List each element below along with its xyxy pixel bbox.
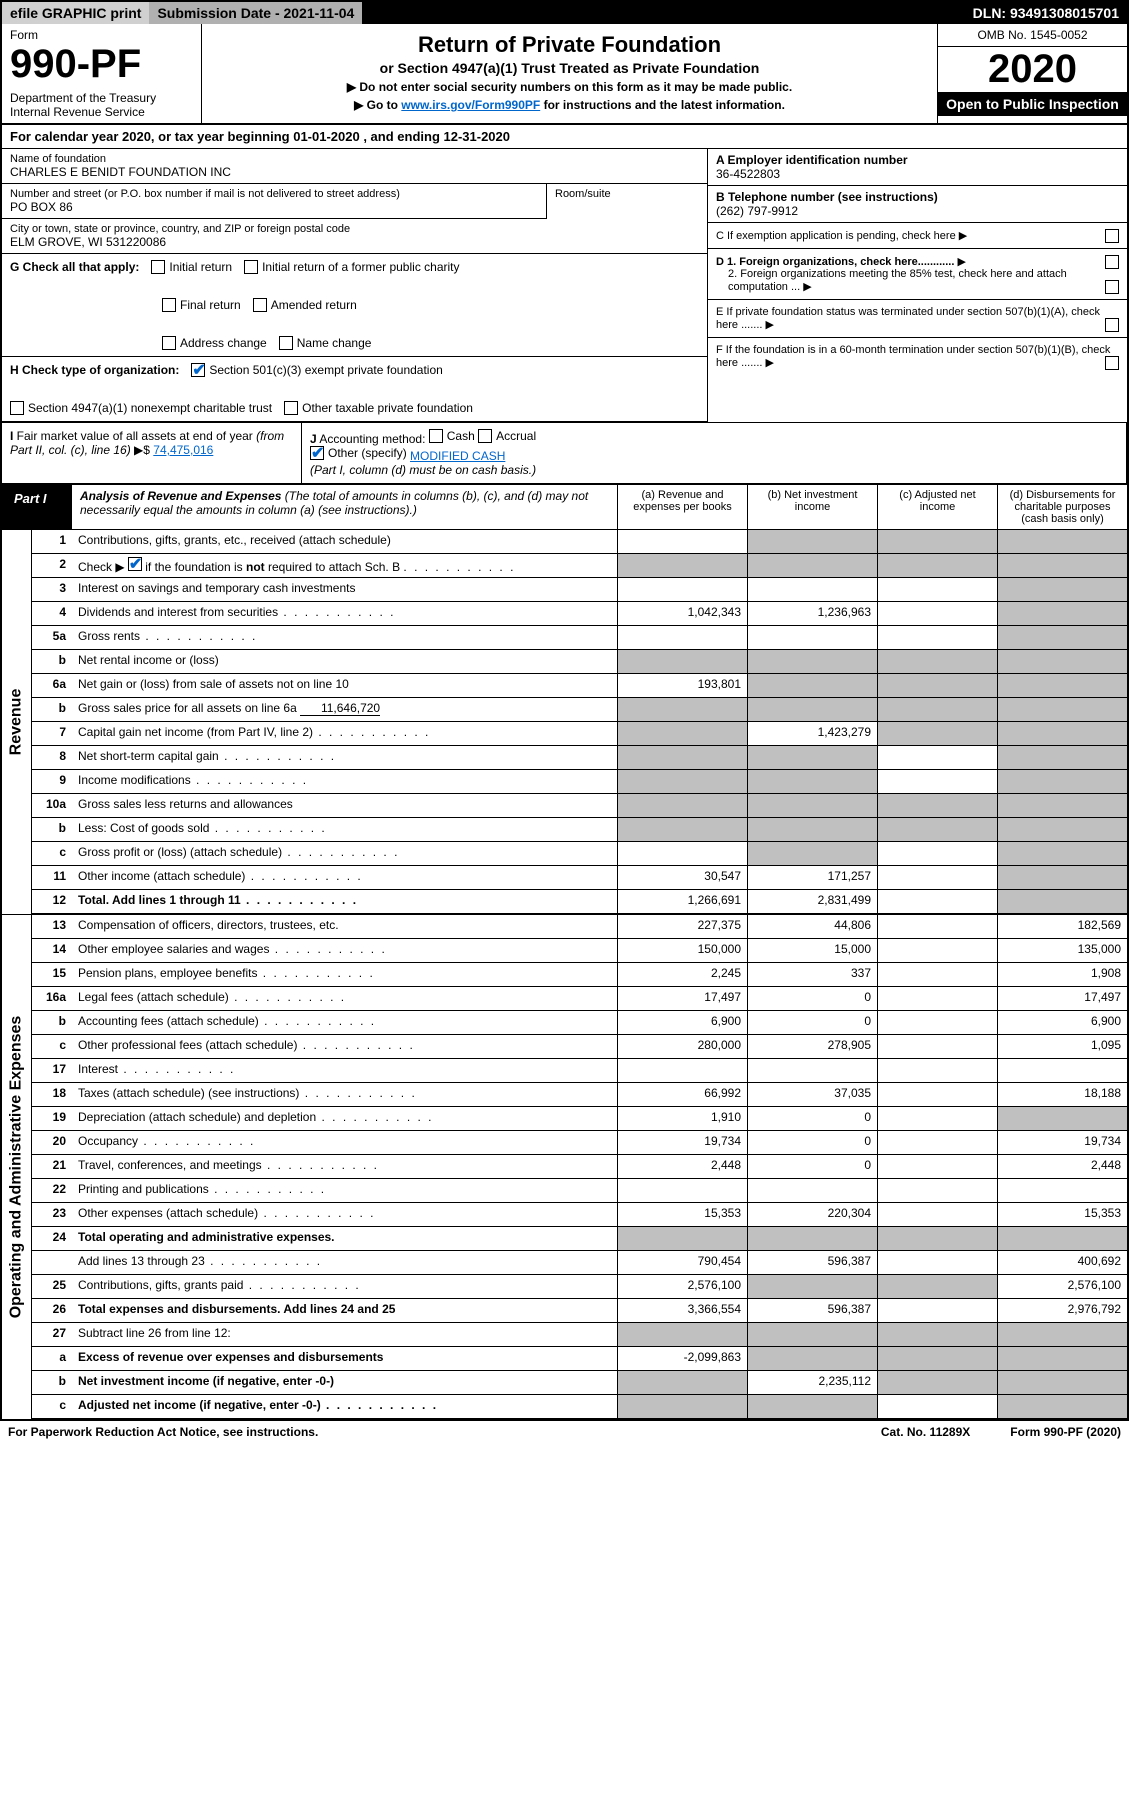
fmv-value[interactable]: 74,475,016 (153, 443, 213, 457)
name-label: Name of foundation (10, 153, 699, 165)
ein-label: A Employer identification number (716, 153, 1119, 167)
footer-right: Form 990-PF (2020) (1010, 1425, 1121, 1439)
g-label: G Check all that apply: (10, 260, 139, 274)
cb-e[interactable] (1105, 318, 1119, 332)
footer-mid: Cat. No. 11289X (881, 1425, 970, 1439)
form-container: efile GRAPHIC print Submission Date - 20… (0, 0, 1129, 1421)
cb-501c3[interactable] (191, 363, 205, 377)
dln: DLN: 93491308015701 (965, 2, 1127, 24)
cb-schb[interactable] (128, 557, 142, 571)
phone-label: B Telephone number (see instructions) (716, 190, 1119, 204)
g-section: G Check all that apply: Initial return I… (2, 254, 707, 357)
footer: For Paperwork Reduction Act Notice, see … (0, 1421, 1129, 1443)
c-label: C If exemption application is pending, c… (716, 230, 956, 242)
cb-initial[interactable] (151, 260, 165, 274)
e-label: E If private foundation status was termi… (716, 306, 1100, 331)
cb-name-change[interactable] (279, 336, 293, 350)
revenue-sidebar: Revenue (2, 530, 32, 914)
form-link[interactable]: www.irs.gov/Form990PF (401, 98, 540, 112)
cb-amended[interactable] (253, 298, 267, 312)
instr1: ▶ Do not enter social security numbers o… (210, 80, 929, 94)
submission-date: Submission Date - 2021-11-04 (149, 2, 362, 24)
f-label: F If the foundation is in a 60-month ter… (716, 344, 1110, 369)
d2-label: 2. Foreign organizations meeting the 85%… (728, 268, 1067, 293)
open-inspection: Open to Public Inspection (938, 92, 1127, 116)
cb-d1[interactable] (1105, 255, 1119, 269)
form-label: Form (10, 28, 193, 42)
address: PO BOX 86 (10, 200, 538, 214)
i-label: I (10, 429, 13, 443)
form-subtitle: or Section 4947(a)(1) Trust Treated as P… (210, 60, 929, 76)
part1-label: Part I (2, 485, 72, 529)
city-label: City or town, state or province, country… (10, 223, 699, 235)
header: Form 990-PF Department of the TreasuryIn… (2, 24, 1127, 125)
h-label: H Check type of organization: (10, 363, 179, 377)
footer-left: For Paperwork Reduction Act Notice, see … (8, 1425, 318, 1439)
cb-other-tax[interactable] (284, 401, 298, 415)
cb-cash[interactable] (429, 429, 443, 443)
expense-table: Operating and Administrative Expenses 13… (2, 914, 1127, 1419)
col-c-header: (c) Adjusted net income (877, 485, 997, 529)
revenue-table: Revenue 1Contributions, gifts, grants, e… (2, 529, 1127, 914)
form-number: 990-PF (10, 42, 193, 87)
col-b-header: (b) Net investment income (747, 485, 877, 529)
efile-label: efile GRAPHIC print (2, 2, 149, 24)
top-bar: efile GRAPHIC print Submission Date - 20… (2, 2, 1127, 24)
expense-sidebar: Operating and Administrative Expenses (2, 915, 32, 1419)
room-label: Room/suite (555, 188, 699, 200)
info-section: Name of foundation CHARLES E BENIDT FOUN… (2, 149, 1127, 423)
cb-f[interactable] (1105, 356, 1119, 370)
cb-c[interactable] (1105, 229, 1119, 243)
h-section: H Check type of organization: Section 50… (2, 357, 707, 422)
j-note: (Part I, column (d) must be on cash basi… (310, 463, 536, 477)
omb: OMB No. 1545-0052 (938, 24, 1127, 47)
calendar-year: For calendar year 2020, or tax year begi… (2, 125, 1127, 149)
cb-address[interactable] (162, 336, 176, 350)
col-d-header: (d) Disbursements for charitable purpose… (997, 485, 1127, 529)
ein: 36-4522803 (716, 167, 1119, 181)
form-title: Return of Private Foundation (210, 32, 929, 58)
part1-header: Part I Analysis of Revenue and Expenses … (2, 485, 1127, 529)
foundation-name: CHARLES E BENIDT FOUNDATION INC (10, 165, 699, 179)
instr2: ▶ Go to www.irs.gov/Form990PF for instru… (210, 98, 929, 112)
cb-final[interactable] (162, 298, 176, 312)
acct-method: MODIFIED CASH (410, 449, 505, 463)
cb-d2[interactable] (1105, 280, 1119, 294)
city: ELM GROVE, WI 531220086 (10, 235, 699, 249)
ij-section: I Fair market value of all assets at end… (2, 423, 1127, 485)
cb-initial-former[interactable] (244, 260, 258, 274)
cb-4947[interactable] (10, 401, 24, 415)
addr-label: Number and street (or P.O. box number if… (10, 188, 538, 200)
cb-other-acct[interactable] (310, 446, 324, 460)
tax-year: 2020 (938, 47, 1127, 92)
part1-title: Analysis of Revenue and Expenses (80, 489, 281, 503)
col-a-header: (a) Revenue and expenses per books (617, 485, 747, 529)
phone: (262) 797-9912 (716, 204, 1119, 218)
d1-label: D 1. Foreign organizations, check here..… (716, 256, 954, 268)
cb-accrual[interactable] (478, 429, 492, 443)
dept: Department of the TreasuryInternal Reven… (10, 91, 193, 119)
